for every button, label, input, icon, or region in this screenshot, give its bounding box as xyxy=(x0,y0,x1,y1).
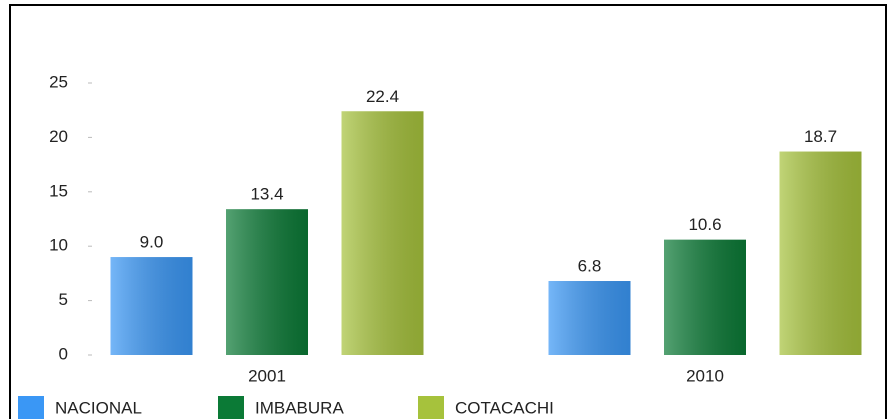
bar-shade xyxy=(226,209,308,355)
data-label: 10.6 xyxy=(688,215,721,234)
bar-shade xyxy=(110,257,193,355)
bar-shade xyxy=(341,111,424,356)
x-tick-label: 2001 xyxy=(248,366,286,385)
data-label: 18.7 xyxy=(804,127,837,146)
data-label: 6.8 xyxy=(578,257,602,276)
legend-swatch xyxy=(418,396,444,419)
legend-label: COTACACHI xyxy=(455,398,554,417)
data-label: 22.4 xyxy=(366,87,399,106)
legend-label: IMBABURA xyxy=(255,398,344,417)
bar-shade xyxy=(779,151,862,355)
y-tick-label: 15 xyxy=(49,181,68,200)
y-tick-label: 0 xyxy=(59,344,68,363)
y-tick-label: 5 xyxy=(59,290,68,309)
x-tick-label: 2010 xyxy=(686,366,724,385)
legend-swatch xyxy=(218,396,244,419)
legend-swatch xyxy=(18,396,44,419)
data-label: 13.4 xyxy=(250,185,283,204)
y-tick-label: 10 xyxy=(49,236,68,255)
y-tick-label: 20 xyxy=(49,127,68,146)
y-tick-label: 25 xyxy=(49,72,68,91)
bar-shade xyxy=(664,239,746,355)
chart-frame xyxy=(9,4,887,419)
data-label: 9.0 xyxy=(140,233,164,252)
bar-shade xyxy=(548,281,631,355)
legend-label: NACIONAL xyxy=(55,398,142,417)
